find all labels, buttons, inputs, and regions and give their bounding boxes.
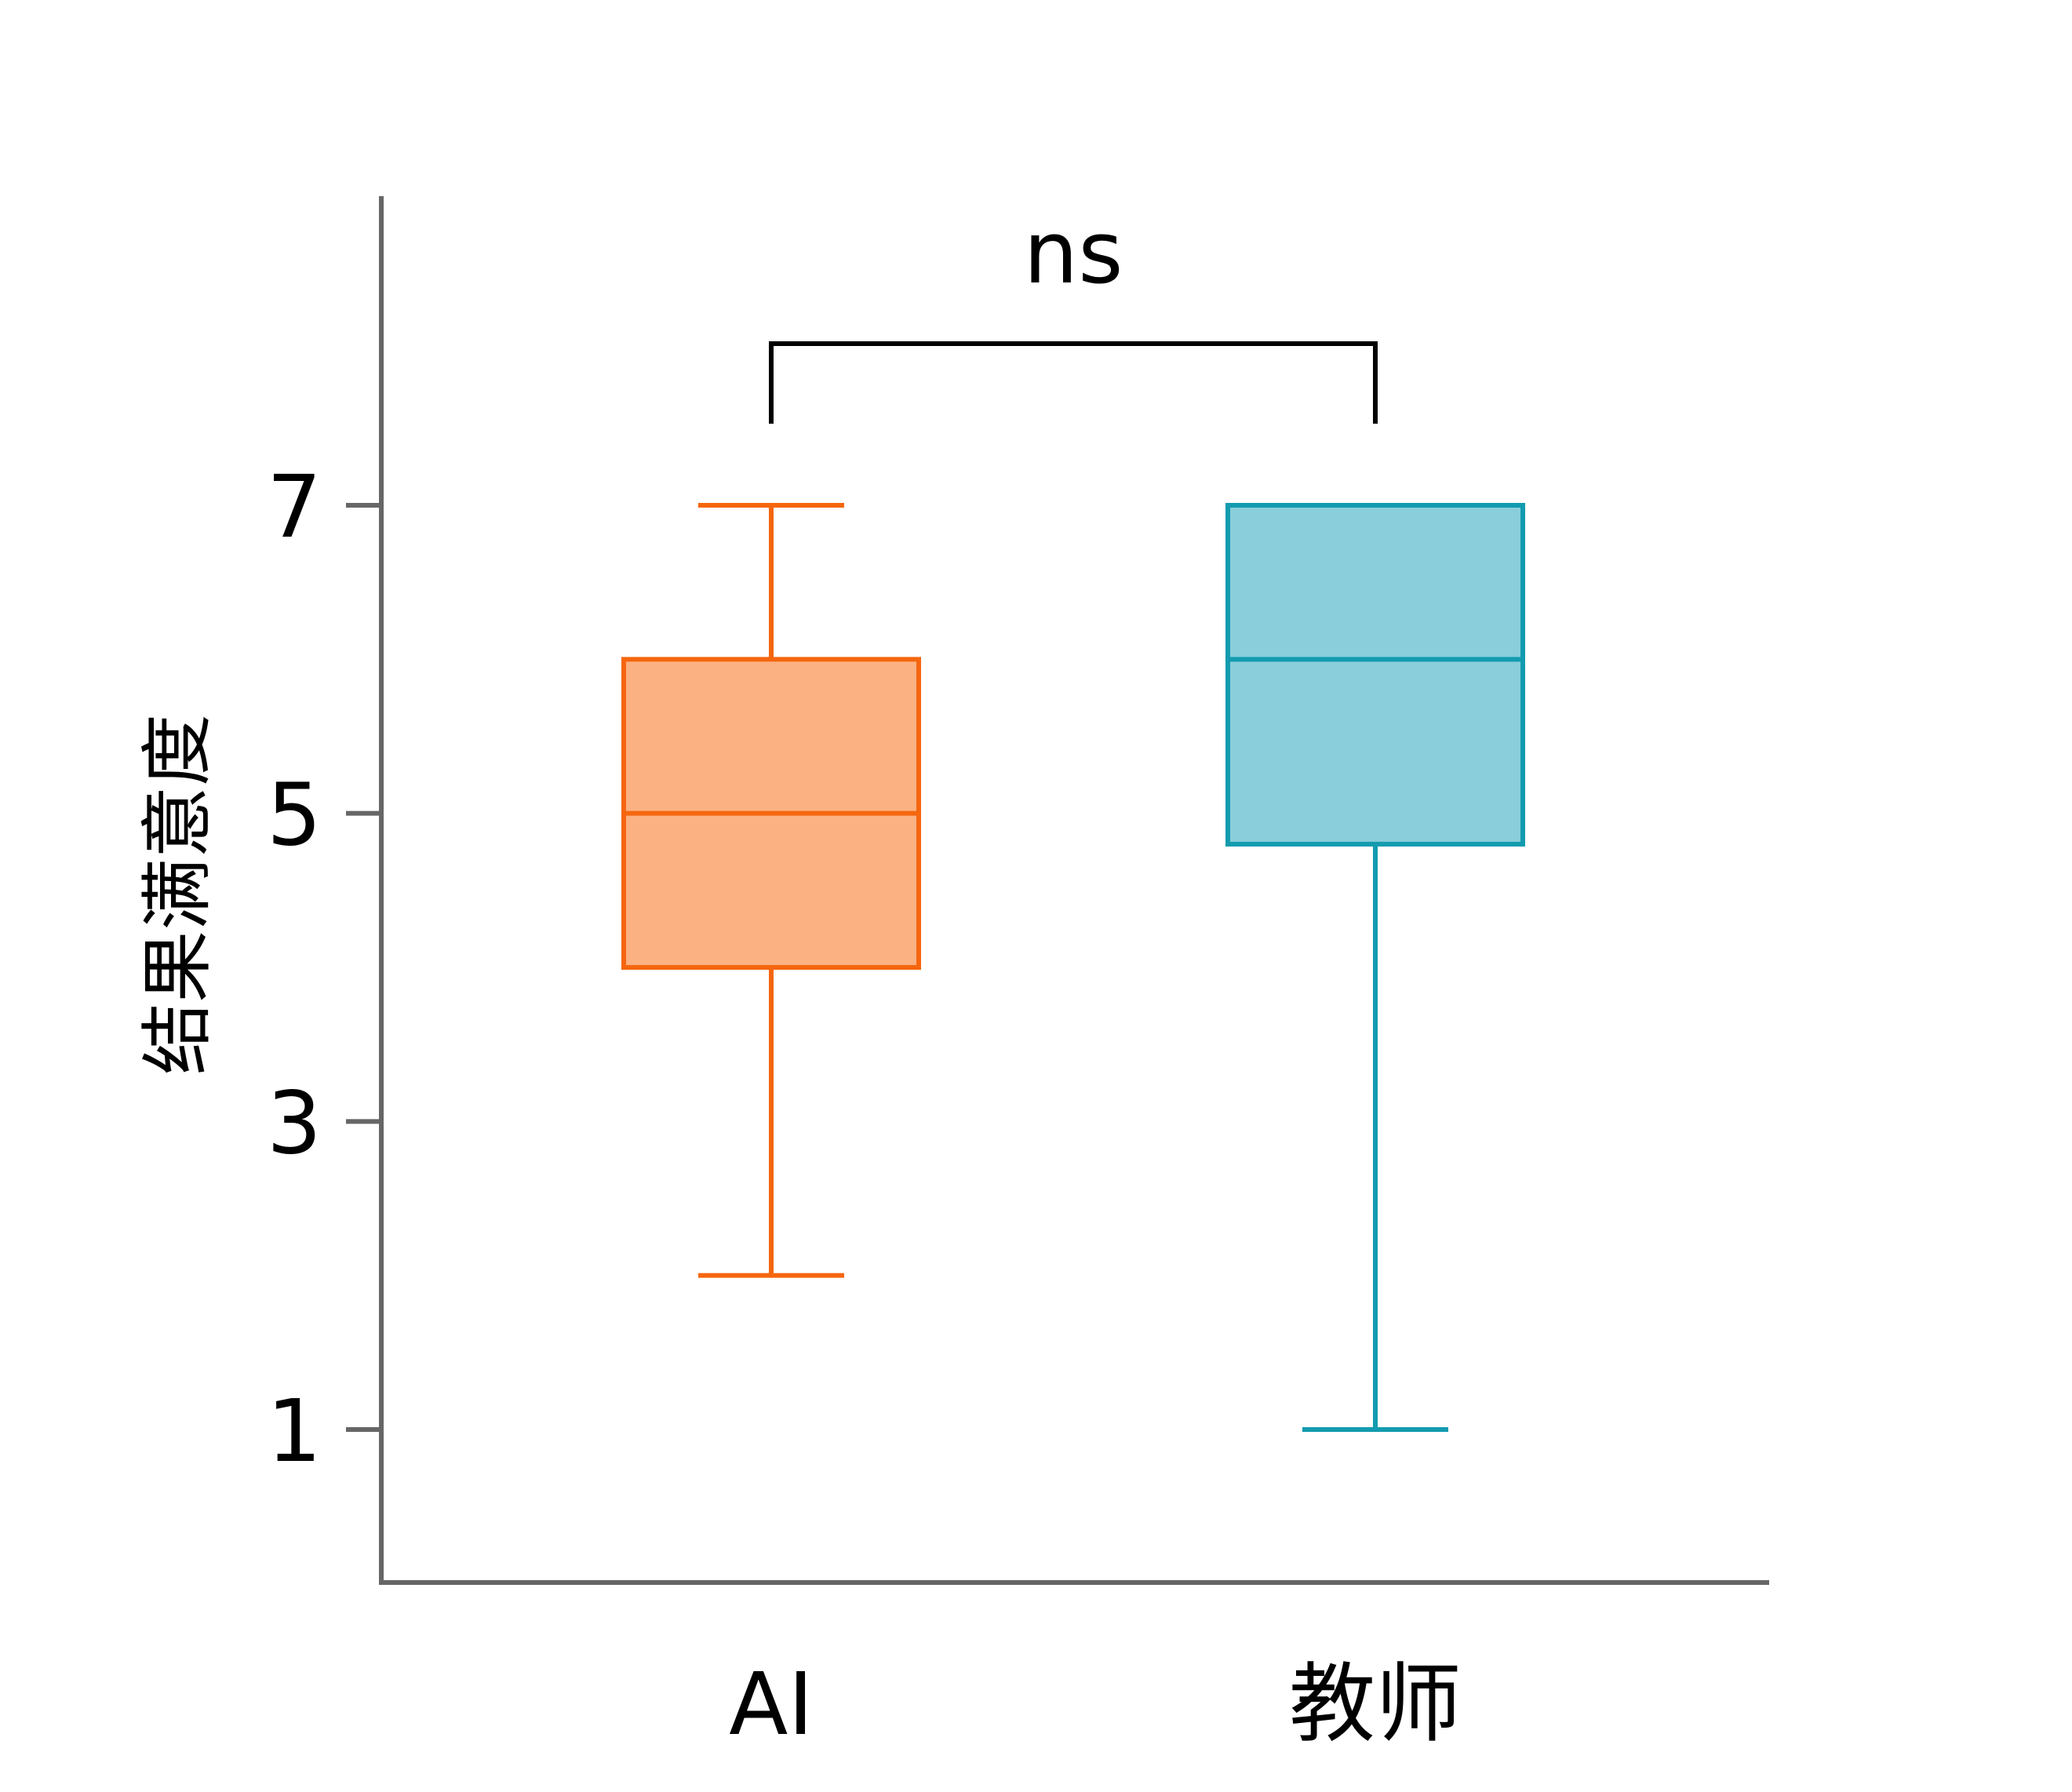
x-tick-label: 教师	[1289, 1654, 1462, 1754]
significance-label: ns	[1023, 202, 1123, 303]
y-axis-label: 结果满意度	[136, 714, 220, 1075]
box-教师	[1225, 503, 1525, 1432]
significance-annotation: ns	[769, 202, 1378, 424]
iqr-box	[1225, 503, 1525, 847]
y-tick-label: 5	[267, 765, 322, 865]
y-tick-label: 1	[267, 1381, 322, 1481]
y-tick-label: 7	[267, 457, 322, 557]
significance-bracket	[769, 341, 1378, 424]
boxes	[621, 503, 1525, 1432]
axes: 1 3 5 7 AI 教师	[267, 196, 1769, 1754]
y-tick-label: 3	[267, 1073, 322, 1173]
x-tick-label: AI	[729, 1654, 814, 1754]
box-AI	[621, 503, 921, 1278]
